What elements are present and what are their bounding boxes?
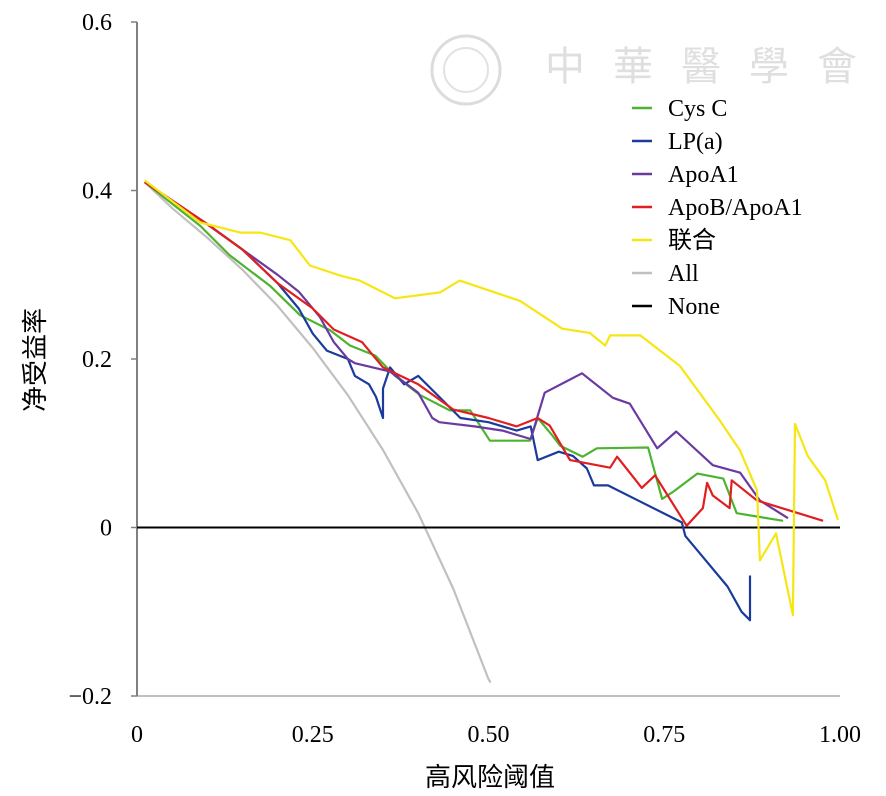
legend-label: LP(a): [668, 129, 723, 155]
y-tick-label: 0: [100, 516, 112, 542]
series-line-cys-c: [144, 181, 784, 522]
legend-label: 联合: [668, 227, 716, 254]
y-axis-label: 净受益率: [21, 308, 51, 412]
legend-label: ApoA1: [668, 162, 739, 188]
legend-label: ApoB/ApoA1: [668, 195, 803, 221]
legend-label: None: [668, 294, 720, 320]
legend: Cys C LP(a) ApoA1 ApoB/ApoA1 联合 All None: [632, 96, 803, 320]
series-line-all: [143, 181, 492, 684]
watermark-seal-inner: [443, 47, 489, 93]
series-line-lp-a-: [144, 181, 752, 622]
x-tick-label: 0: [131, 722, 143, 748]
x-axis-label: 高风险阈值: [425, 763, 555, 793]
x-tick-label: 0.75: [643, 722, 685, 748]
series-line-apoa1: [144, 181, 789, 520]
x-tick-label: 0.25: [292, 722, 334, 748]
y-tick-label: 0.2: [82, 347, 112, 373]
watermark-seal-outer: [430, 34, 502, 106]
legend-label: Cys C: [668, 96, 727, 122]
x-tick-label: 1.00: [819, 722, 861, 748]
x-tick-label: 0.50: [468, 722, 510, 748]
y-tick-label: −0.2: [68, 684, 112, 710]
y-tick-label: 0.6: [82, 10, 112, 36]
axes: 0.6 0.4 0.2 0 −0.2 0 0.25 0.50 0.75 1.00: [68, 10, 861, 748]
y-tick-label: 0.4: [82, 179, 112, 205]
watermark-logo: 中華醫學會: [430, 34, 885, 106]
legend-label: All: [668, 261, 699, 287]
watermark-text: 中華醫學會: [545, 44, 885, 90]
series-line-apob-apoa1: [144, 181, 824, 527]
series-lines: [137, 179, 840, 684]
series-line--: [144, 179, 839, 617]
